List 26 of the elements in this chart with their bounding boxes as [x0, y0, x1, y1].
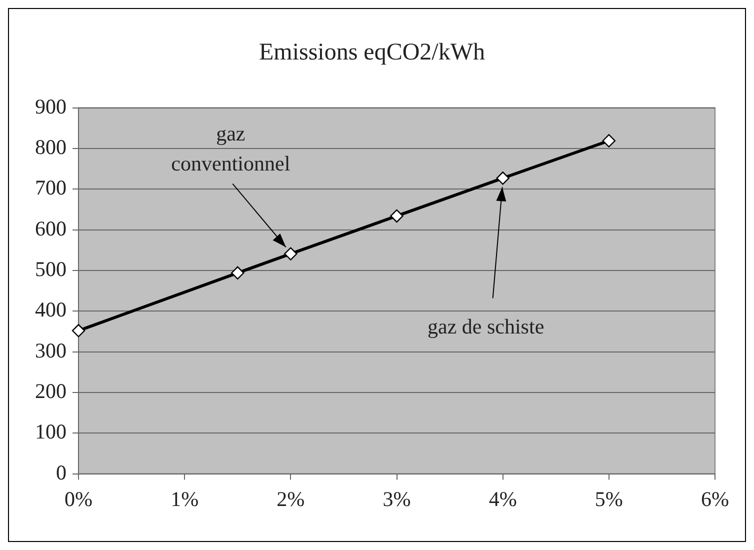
- point: [602, 134, 616, 148]
- y-tick-label: 500: [35, 256, 66, 281]
- annotation: gaz de schiste: [428, 314, 544, 339]
- y-tick-label: 300: [35, 338, 66, 362]
- point: [231, 266, 244, 280]
- y-tick-label: 700: [35, 176, 66, 200]
- x-tick-label: 1%: [170, 486, 199, 511]
- point: [284, 247, 298, 260]
- y-tick-label: 0: [56, 460, 66, 484]
- x-tick-label: 4%: [488, 486, 517, 511]
- y-tick-label: 100: [35, 420, 66, 444]
- x-tick-label: 6%: [701, 486, 729, 511]
- x-tick-label: 2%: [276, 486, 305, 511]
- x-tick-label: 5%: [594, 486, 623, 511]
- y-tick-label: 400: [35, 298, 66, 322]
- y-tick-label: 200: [35, 378, 66, 403]
- point: [496, 172, 510, 185]
- x-tick-label: 0%: [64, 486, 92, 511]
- y-tick-label: 800: [35, 134, 66, 159]
- x-tick-label: 3%: [382, 486, 411, 511]
- point: [72, 324, 86, 338]
- y-tick-label: 900: [35, 94, 66, 118]
- y-tick-label: 600: [35, 216, 66, 240]
- chart-title: Emissions eqCO2/kWh: [259, 40, 485, 66]
- annotation: gaz conventionnel: [171, 121, 290, 176]
- point: [390, 209, 404, 223]
